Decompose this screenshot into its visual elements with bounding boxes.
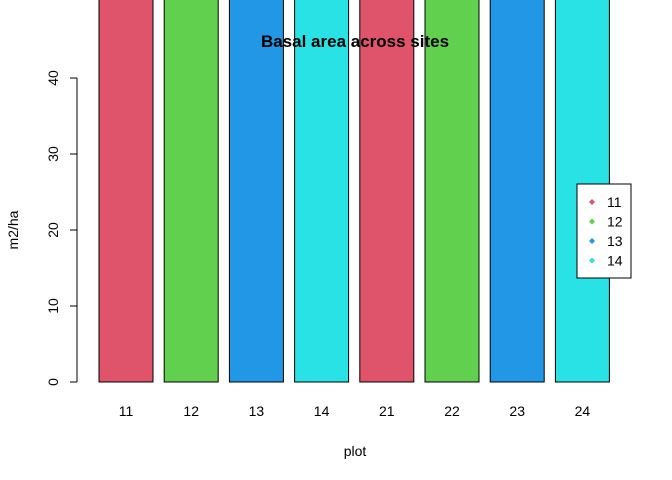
legend-marker-14 xyxy=(589,257,595,264)
legend-label-14: 14 xyxy=(607,253,623,269)
x-tick-labels: 11 12 13 14 21 22 23 24 xyxy=(119,403,591,419)
y-tick-label-0: 0 xyxy=(45,378,61,386)
legend-marker-11 xyxy=(589,199,595,205)
legend-box xyxy=(576,183,632,279)
bar-11 xyxy=(98,0,154,383)
legend: 11 12 13 14 xyxy=(576,183,632,279)
x-tick-label-22: 22 xyxy=(444,403,460,419)
bar-21 xyxy=(359,0,415,383)
x-tick-label-13: 13 xyxy=(249,403,265,419)
x-tick-label-14: 14 xyxy=(314,403,330,419)
x-tick-label-23: 23 xyxy=(509,403,525,419)
bar-23 xyxy=(489,0,545,383)
x-tick-label-11: 11 xyxy=(119,403,134,419)
y-axis: 0 10 20 30 40 xyxy=(45,70,78,386)
legend-marker-13 xyxy=(589,238,595,244)
legend-label-13: 13 xyxy=(607,233,623,249)
bars-group xyxy=(98,0,610,383)
y-axis-title: m2/ha xyxy=(5,210,21,249)
x-tick-label-24: 24 xyxy=(575,403,591,419)
y-tick-label-20: 20 xyxy=(45,222,61,238)
bar-12 xyxy=(163,0,219,383)
x-tick-label-12: 12 xyxy=(183,403,199,419)
y-tick-label-40: 40 xyxy=(45,70,61,86)
x-axis-title: plot xyxy=(344,443,367,459)
bar-22 xyxy=(424,0,480,383)
y-tick-label-10: 10 xyxy=(45,298,61,314)
legend-label-11: 11 xyxy=(607,194,622,210)
y-tick-label-30: 30 xyxy=(45,146,61,162)
legend-label-12: 12 xyxy=(607,214,623,230)
legend-marker-12 xyxy=(589,218,595,225)
x-tick-label-21: 21 xyxy=(379,403,395,419)
bar-14 xyxy=(294,0,350,383)
bar-13 xyxy=(228,0,284,383)
chart-title: Basal area across sites xyxy=(261,32,449,51)
